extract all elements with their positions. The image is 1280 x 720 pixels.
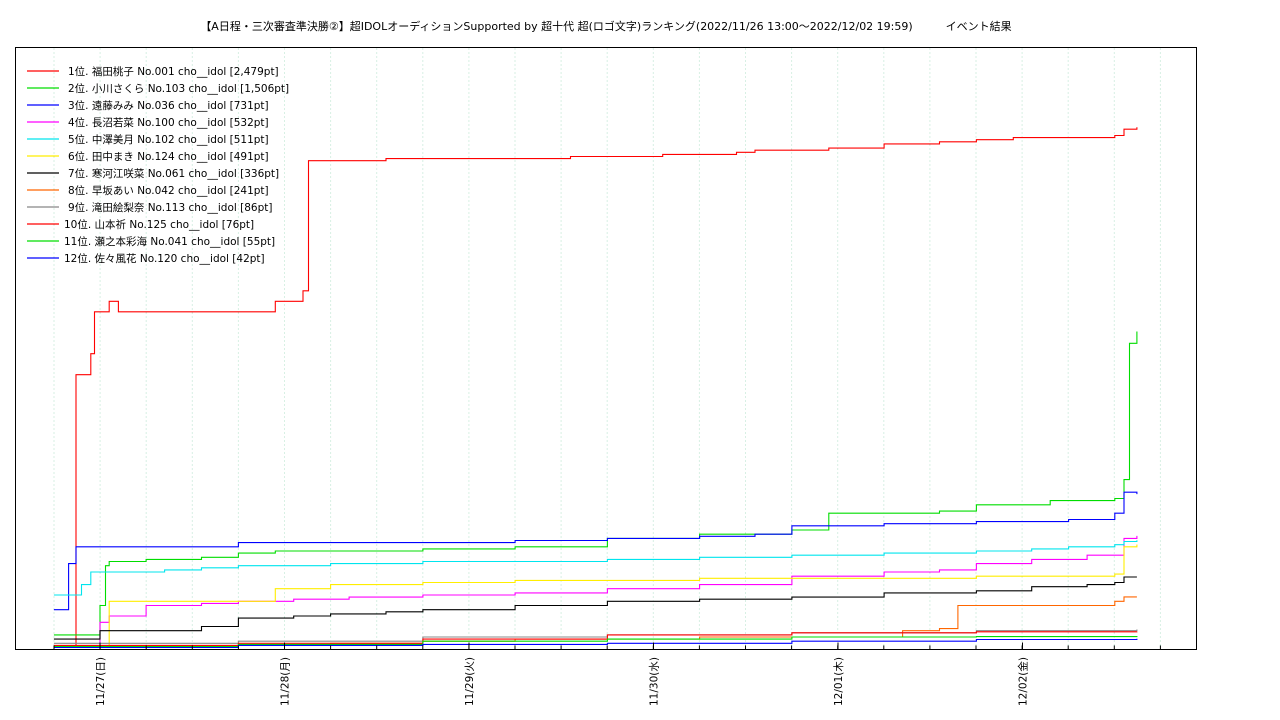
x-tick-label: 11/27(日) [95, 657, 107, 706]
series-line-3 [53, 491, 1138, 611]
legend-label: 5位. 中澤美月 No.102 cho__idol [511pt] [68, 133, 269, 146]
series-line-7 [53, 576, 1137, 640]
series-line-1 [53, 127, 1138, 649]
x-tick-label: 12/02(金) [1017, 657, 1030, 706]
legend-label: 7位. 寒河江咲菜 No.061 cho__idol [336pt] [68, 167, 279, 180]
series-line-6 [53, 544, 1138, 649]
series-line-2 [53, 331, 1138, 636]
x-axis: 11/27(日) 11/28(月) 11/29(火) 11/30(水) 12/01(木)… [53, 642, 1161, 706]
series-line-5 [53, 540, 1138, 596]
legend-label: 11位. 瀬之本彩海 No.041 cho__idol [55pt] [64, 235, 275, 248]
legend-label: 8位. 早坂あい No.042 cho__idol [241pt] [68, 184, 269, 197]
series-line-8 [53, 596, 1137, 649]
plot-frame [15, 47, 1197, 650]
legend-label: 3位. 遠藤みみ No.036 cho__idol [731pt] [68, 99, 269, 112]
legend-label: 6位. 田中まき No.124 cho__idol [491pt] [68, 150, 269, 163]
legend-label: 12位. 佐々風花 No.120 cho__idol [42pt] [64, 252, 265, 265]
legend: 1位. 福田桃子 No.001 cho__idol [2,479pt] 2位. 小… [27, 65, 289, 265]
legend-label: 2位. 小川さくら No.103 cho__idol [1,506pt] [68, 82, 289, 95]
series-lines [53, 127, 1138, 649]
x-tick-label: 11/30(水) [649, 657, 661, 706]
x-tick-label: 11/28(月) [280, 657, 292, 706]
series-line-12 [53, 638, 1138, 649]
x-tick-label: 11/29(火) [464, 657, 476, 706]
legend-label: 1位. 福田桃子 No.001 cho__idol [2,479pt] [68, 65, 279, 78]
series-line-4 [53, 535, 1138, 649]
series-line-10 [53, 631, 1138, 646]
series-line-11 [53, 636, 1138, 648]
x-tick-label: 12/01(木) [833, 657, 845, 706]
legend-label: 9位. 滝田絵梨奈 No.113 cho__idol [86pt] [68, 201, 272, 214]
legend-label: 10位. 山本祈 No.125 cho__idol [76pt] [64, 218, 254, 231]
legend-label: 4位. 長沼若菜 No.100 cho__idol [532pt] [68, 116, 269, 129]
chart-title: 【A日程・三次審査準決勝②】超IDOLオーディションSupported by 超… [200, 20, 1012, 33]
